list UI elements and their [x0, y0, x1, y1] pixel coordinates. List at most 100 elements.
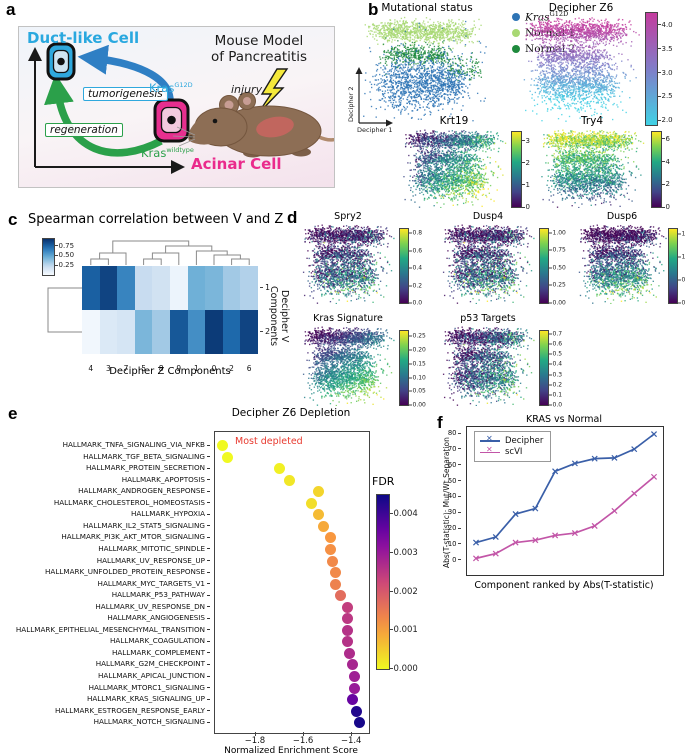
kras-g12d-sup: G12D	[174, 81, 193, 90]
mouse-model-line2: of Pancreatitis	[210, 49, 308, 65]
gsea-dot	[329, 578, 341, 590]
kras-wt-base: Kras	[141, 146, 167, 160]
heatmap-row-label: 2	[260, 327, 270, 336]
colorbar-tick: 0.4	[409, 265, 423, 272]
gsea-pathway-label: HALLMARK_PROTEIN_SECRETION	[86, 463, 210, 472]
heatmap-cell	[240, 310, 258, 354]
colorbar-tick: 0.25	[409, 333, 426, 340]
p53-targets-title: p53 Targets	[460, 313, 516, 324]
heatmap-column-label: 4	[88, 364, 94, 373]
colorbar-tick: 0.05	[409, 388, 426, 395]
gsea-dot	[349, 671, 361, 682]
duct-cell-title: Duct-like Cell	[27, 29, 140, 47]
colorbar-tick: 4.0	[658, 21, 673, 29]
colorbar-tick: 6	[662, 135, 670, 143]
panel-a-diagram: Duct-like Cell tumorigenesis regeneratio…	[18, 26, 335, 188]
colorbar-tick: 1	[522, 181, 530, 189]
colorbar-tick: 0.2	[409, 282, 423, 289]
gsea-pathway-label: HALLMARK_ANDROGEN_RESPONSE	[78, 486, 210, 495]
colorbar-tick: 0.003	[390, 548, 418, 558]
gsea-pathway-label: HALLMARK_IL2_STAT5_SIGNALING	[83, 521, 210, 530]
gsea-pathway-label: HALLMARK_MYC_TARGETS_V1	[98, 579, 210, 588]
try4-title: Try4	[580, 115, 604, 127]
legend-item-scvi: ✕ scVI	[480, 446, 543, 457]
heatmap-column-label: 0	[211, 364, 217, 373]
gsea-xtick-mark	[351, 732, 353, 736]
gsea-pathway-label: HALLMARK_MITOTIC_SPINDLE	[98, 544, 210, 553]
colorbar-tick: 0.4	[549, 361, 563, 368]
gsea-dot	[329, 567, 341, 579]
gsea-title: Decipher Z6 Depletion	[231, 407, 351, 419]
colorbar-tick: 0	[662, 203, 670, 211]
colorbar-tick: 0.50	[549, 264, 566, 271]
colorbar-tick: 2.0	[658, 116, 673, 124]
line-legend: ✕ Decipher ✕ scVI	[474, 431, 552, 462]
panel-f-label: f	[437, 413, 443, 432]
colorbar-tick: 0.20	[409, 347, 426, 354]
gsea-dot	[341, 613, 353, 625]
most-depleted-annotation: Most depleted	[235, 436, 303, 447]
scvi-legend-label: scVI	[505, 447, 523, 457]
line-plot-ytick: 70	[448, 445, 461, 453]
heatmap-column-label: 8	[158, 364, 164, 373]
colorbar-tick: 0.10	[409, 374, 426, 381]
kras-vs-normal-title: KRAS vs Normal	[526, 414, 602, 425]
colorbar-tick: 0.001	[390, 625, 418, 635]
colorbar-tick: 0.3	[549, 371, 563, 378]
heatmap-cell	[222, 266, 241, 310]
scatter-kras-signature	[300, 326, 396, 406]
normal1-legend-dot	[512, 29, 520, 37]
gsea-xlabel: Normalized Enrichment Score	[224, 746, 358, 756]
decipher-line-sample: ✕	[480, 434, 500, 445]
gsea-dot	[216, 440, 228, 451]
gsea-dot	[341, 601, 353, 613]
colorbar-tick: 0.7	[549, 331, 563, 338]
colorbar-tick: 3.0	[658, 69, 673, 77]
decipher-z6-colorbar: 4.0 3.5 3.0 2.5 2.0	[645, 12, 673, 126]
heatmap-column-label: 5	[141, 364, 146, 373]
colorbar-tick: 2.5	[658, 92, 673, 100]
panel-c-label: c	[8, 210, 18, 229]
spry2-title: Spry2	[334, 211, 362, 222]
colorbar-tick: 0.75	[55, 242, 75, 250]
gsea-dot	[341, 636, 353, 648]
gsea-dot	[325, 532, 336, 544]
panel-b-label: b	[368, 0, 379, 19]
heatmap-column-label: 1	[193, 364, 199, 373]
heatmap-column-label: 2	[229, 364, 234, 373]
colorbar-tick: 0.25	[55, 261, 75, 269]
gsea-pathway-label: HALLMARK_UNFOLDED_PROTEIN_RESPONSE	[45, 567, 210, 576]
krt19-colorbar: 3 2 1 0	[511, 131, 530, 211]
gsea-xtick-mark	[254, 732, 256, 736]
gsea-pathway-label: HALLMARK_UV_RESPONSE_DN	[95, 602, 210, 611]
gsea-dot	[346, 694, 358, 706]
gsea-dot	[312, 509, 324, 521]
scvi-line-sample: ✕	[480, 446, 500, 457]
gsea-xticks: −1.8 −1.6 −1.4	[214, 732, 368, 748]
colorbar-tick: 0.1	[549, 391, 563, 398]
gsea-pathway-label: HALLMARK_NOTCH_SIGNALING	[94, 717, 210, 726]
line-plot-ytick: 40	[448, 492, 461, 500]
mouse-model-line1: Mouse Model	[214, 33, 304, 49]
gsea-dot	[334, 590, 346, 602]
gsea-dot	[341, 624, 353, 636]
krt19-title: Krt19	[439, 115, 469, 127]
colorbar-tick: 0.00	[409, 402, 426, 409]
colorbar-tick: 0.25	[549, 282, 566, 289]
colorbar-tick: 0.15	[409, 360, 426, 367]
fdr-colorbar: 0.004 0.003 0.002 0.001 0.000	[376, 494, 418, 674]
colorbar-tick: 1.5	[678, 231, 685, 238]
gsea-pathway-label: HALLMARK_P53_PATHWAY	[112, 590, 210, 599]
scatter-try4	[538, 129, 646, 208]
gsea-dot	[327, 555, 339, 567]
panel-a-artwork	[28, 42, 334, 174]
heatmap-cell	[99, 310, 118, 354]
gsea-dot	[221, 451, 233, 463]
gsea-pathway-label: HALLMARK_COMPLEMENT	[112, 648, 210, 657]
heatmap-column-label: 9	[176, 364, 182, 373]
scatter-krt19	[400, 129, 508, 208]
heatmap-cell	[134, 310, 153, 354]
heatmap-cell	[205, 266, 223, 310]
gsea-pathway-labels: HALLMARK_TNFA_SIGNALING_VIA_NFKB HALLMARK…	[0, 431, 212, 732]
panel-e-label: e	[8, 404, 18, 423]
